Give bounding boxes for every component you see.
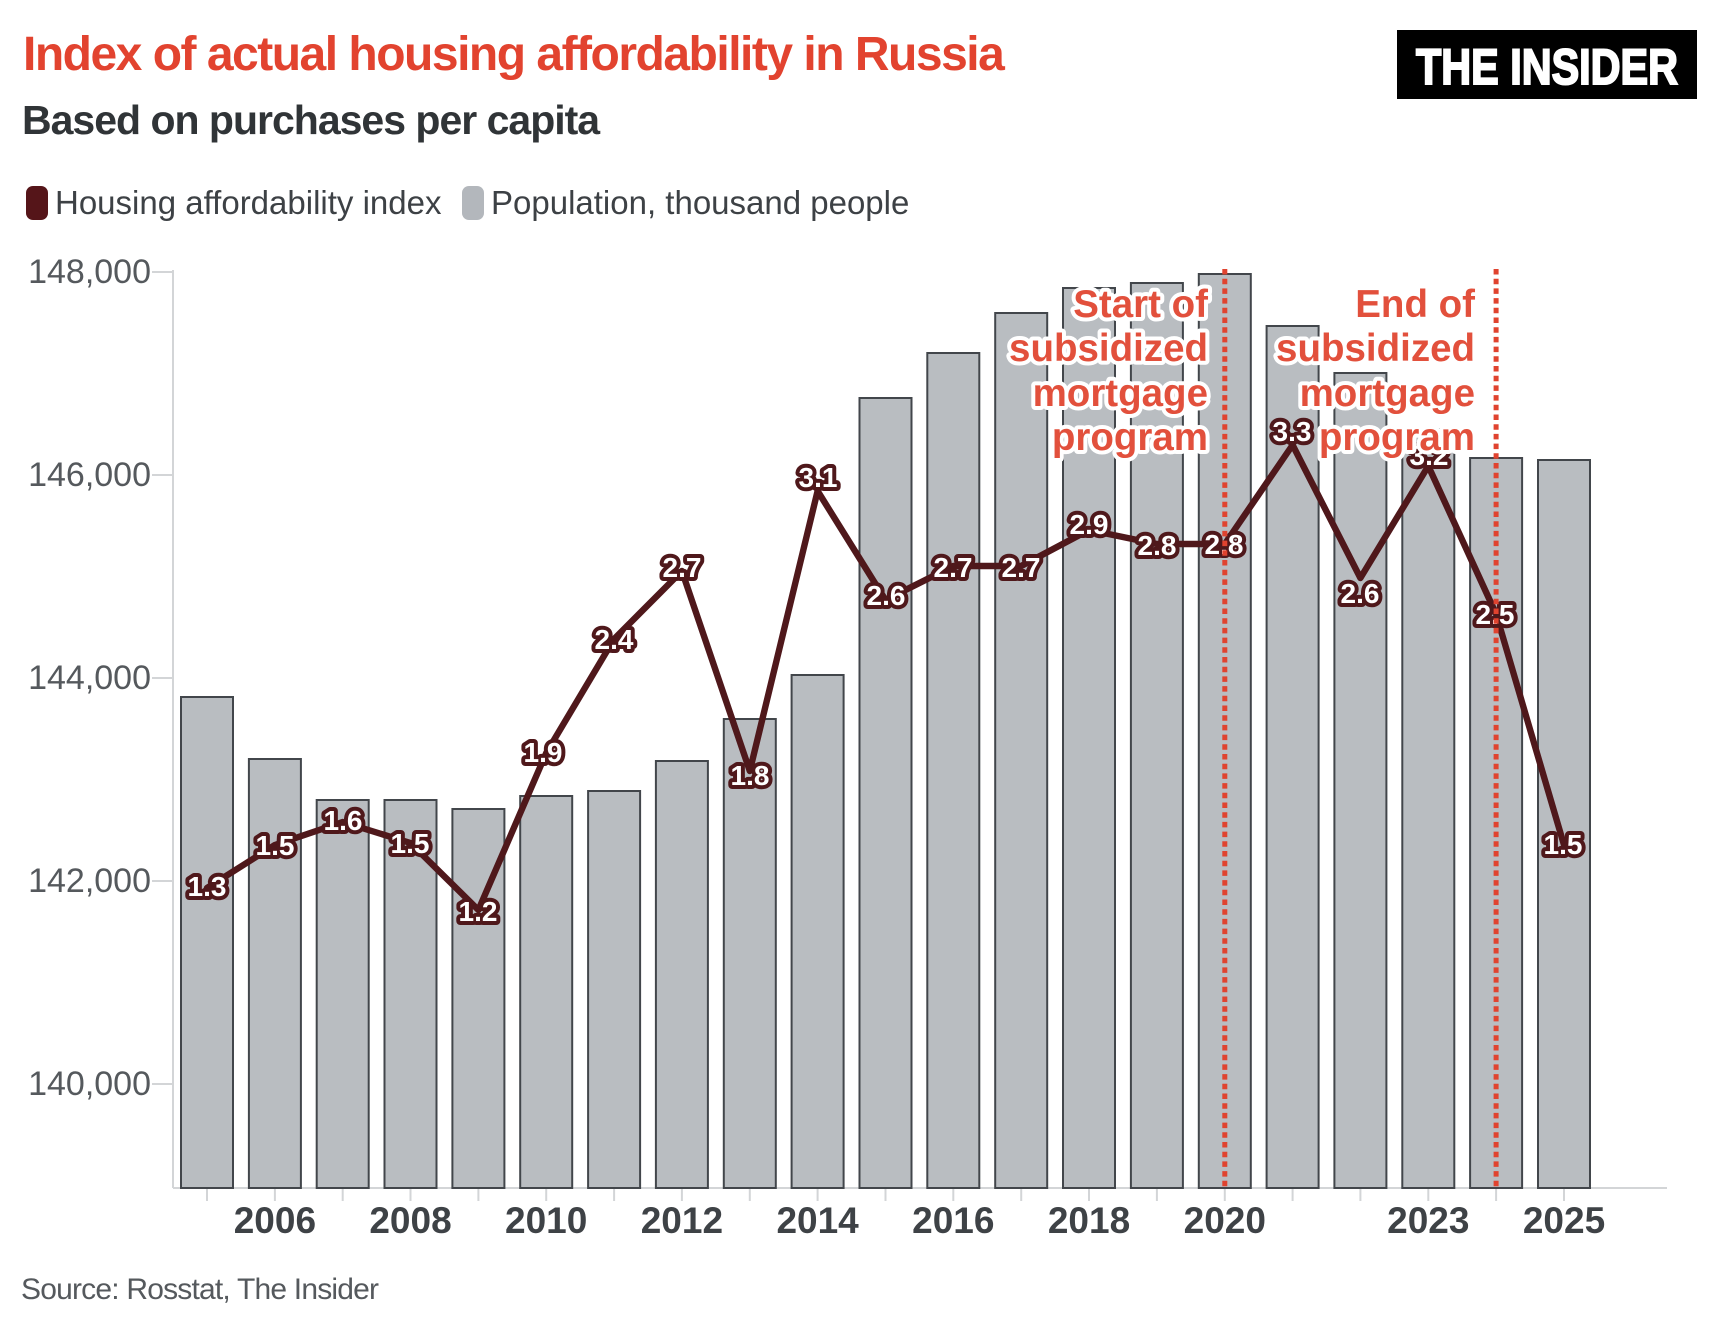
svg-text:2.8: 2.8 [1138, 530, 1177, 561]
svg-text:2.7: 2.7 [1002, 552, 1041, 583]
svg-text:2016: 2016 [912, 1200, 994, 1241]
svg-text:THE INSIDER: THE INSIDER [1416, 39, 1678, 95]
svg-text:2.6: 2.6 [1341, 578, 1380, 609]
svg-text:2006: 2006 [234, 1200, 316, 1241]
svg-text:1.6: 1.6 [324, 805, 363, 836]
svg-text:3.3: 3.3 [1273, 416, 1312, 447]
svg-text:2.7: 2.7 [934, 552, 973, 583]
svg-text:subsidized: subsidized [1009, 327, 1208, 370]
svg-text:Start of: Start of [1073, 283, 1208, 326]
svg-text:1.2: 1.2 [459, 896, 498, 927]
svg-text:2.4: 2.4 [595, 624, 634, 655]
svg-text:2018: 2018 [1048, 1200, 1130, 1241]
svg-text:1.5: 1.5 [256, 830, 295, 861]
svg-text:2010: 2010 [505, 1200, 587, 1241]
svg-text:program: program [1319, 416, 1475, 459]
svg-text:2.6: 2.6 [867, 580, 906, 611]
svg-text:2025: 2025 [1523, 1200, 1605, 1241]
svg-text:End of: End of [1355, 283, 1475, 326]
svg-text:subsidized: subsidized [1276, 327, 1475, 370]
svg-text:140,000: 140,000 [28, 1065, 151, 1103]
svg-text:3.1: 3.1 [799, 462, 838, 493]
svg-text:2.5: 2.5 [1476, 599, 1515, 630]
svg-text:2.7: 2.7 [663, 552, 702, 583]
svg-text:2.9: 2.9 [1070, 509, 1109, 540]
svg-text:2020: 2020 [1184, 1200, 1266, 1241]
svg-text:1.5: 1.5 [1544, 829, 1583, 860]
svg-text:program: program [1052, 416, 1208, 459]
svg-text:146,000: 146,000 [28, 456, 151, 494]
svg-text:2012: 2012 [641, 1200, 723, 1241]
svg-text:148,000: 148,000 [28, 253, 151, 291]
svg-text:144,000: 144,000 [28, 659, 151, 697]
svg-text:1.9: 1.9 [524, 737, 563, 768]
svg-text:mortgage: mortgage [1033, 372, 1208, 415]
svg-text:2014: 2014 [776, 1200, 859, 1241]
svg-text:1.8: 1.8 [731, 760, 770, 791]
svg-text:1.3: 1.3 [188, 871, 227, 902]
svg-text:2008: 2008 [369, 1200, 451, 1241]
svg-text:3.2: 3.2 [1410, 440, 1449, 471]
svg-text:2023: 2023 [1387, 1200, 1469, 1241]
svg-text:142,000: 142,000 [28, 862, 151, 900]
svg-text:1.5: 1.5 [391, 828, 430, 859]
svg-text:mortgage: mortgage [1300, 372, 1475, 415]
